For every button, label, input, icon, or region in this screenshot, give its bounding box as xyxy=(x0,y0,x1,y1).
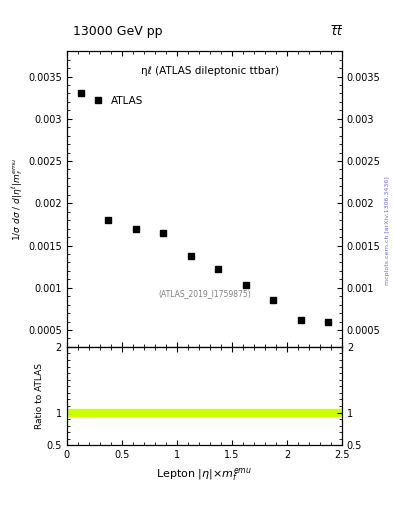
ATLAS xyxy=(326,318,331,325)
ATLAS xyxy=(106,217,110,223)
Legend: ATLAS: ATLAS xyxy=(83,92,148,110)
ATLAS xyxy=(243,282,248,288)
ATLAS xyxy=(188,252,193,259)
Text: mcplots.cern.ch [arXiv:1306.3436]: mcplots.cern.ch [arXiv:1306.3436] xyxy=(385,176,389,285)
X-axis label: Lepton $|\eta|{\times}m_f^{emu}$: Lepton $|\eta|{\times}m_f^{emu}$ xyxy=(156,466,252,483)
Text: 13000 GeV pp: 13000 GeV pp xyxy=(73,26,163,38)
Text: ηℓ (ATLAS dileptonic ttbar): ηℓ (ATLAS dileptonic ttbar) xyxy=(141,66,279,76)
Y-axis label: Ratio to ATLAS: Ratio to ATLAS xyxy=(35,363,44,429)
Bar xyxy=(67,409,342,416)
ATLAS xyxy=(133,225,138,231)
ATLAS xyxy=(216,266,220,272)
ATLAS xyxy=(271,296,275,303)
ATLAS xyxy=(78,90,83,96)
Text: (ATLAS_2019_I1759875): (ATLAS_2019_I1759875) xyxy=(158,289,251,298)
ATLAS xyxy=(161,230,165,236)
Line: ATLAS: ATLAS xyxy=(78,91,331,324)
Y-axis label: $1/\sigma\ d\sigma\ /\ d|\eta^\ell|m_f^{emu}$: $1/\sigma\ d\sigma\ /\ d|\eta^\ell|m_f^{… xyxy=(10,157,25,241)
Text: t̅t̅: t̅t̅ xyxy=(332,26,342,38)
ATLAS xyxy=(298,317,303,323)
